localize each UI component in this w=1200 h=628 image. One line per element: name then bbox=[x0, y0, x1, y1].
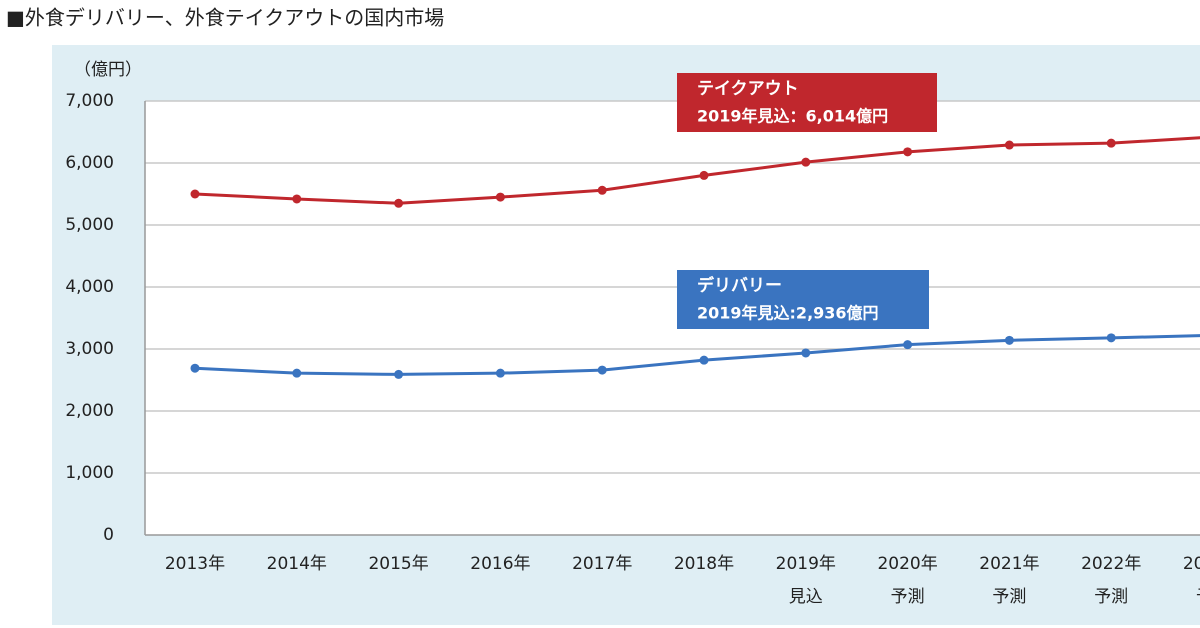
plot-area bbox=[145, 101, 1200, 535]
x-tick-label: 2019年 bbox=[776, 554, 836, 574]
point bbox=[903, 340, 913, 350]
x-tick-label: 2022年 bbox=[1081, 554, 1141, 574]
x-tick-note: 予測 bbox=[1196, 587, 1200, 607]
point bbox=[801, 157, 811, 167]
y-tick-label: 6,000 bbox=[65, 153, 114, 173]
y-tick-label: 3,000 bbox=[65, 339, 114, 359]
point bbox=[495, 368, 505, 378]
point bbox=[190, 189, 200, 199]
point bbox=[1004, 335, 1014, 345]
y-tick-label: 2,000 bbox=[65, 401, 114, 421]
x-tick-label: 2014年 bbox=[267, 554, 327, 574]
x-tick-label: 2016年 bbox=[470, 554, 530, 574]
point bbox=[699, 170, 709, 180]
point bbox=[495, 192, 505, 202]
y-tick-label: 4,000 bbox=[65, 277, 114, 297]
point bbox=[699, 355, 709, 365]
annotation-text: 2019年見込:2,936億円 bbox=[697, 304, 879, 323]
x-tick-label: 2017年 bbox=[572, 554, 632, 574]
y-tick-label: 0 bbox=[103, 525, 114, 545]
x-tick-label: 2023年 bbox=[1183, 554, 1200, 574]
x-tick-note: 予測 bbox=[1094, 587, 1128, 607]
point bbox=[1004, 140, 1014, 150]
point bbox=[394, 198, 404, 208]
point bbox=[801, 348, 811, 358]
point bbox=[190, 363, 200, 373]
point bbox=[292, 194, 302, 204]
x-tick-label: 2013年 bbox=[165, 554, 225, 574]
y-tick-label: 5,000 bbox=[65, 215, 114, 235]
annotation-title: テイクアウト bbox=[697, 79, 799, 99]
x-tick-note: 予測 bbox=[891, 587, 925, 607]
y-tick-label: 7,000 bbox=[65, 91, 114, 111]
point bbox=[1106, 138, 1116, 148]
x-tick-label: 2020年 bbox=[877, 554, 937, 574]
point bbox=[597, 365, 607, 375]
x-tick-label: 2018年 bbox=[674, 554, 734, 574]
point bbox=[292, 368, 302, 378]
annotation-title: デリバリー bbox=[697, 275, 782, 296]
point bbox=[903, 147, 913, 157]
point bbox=[394, 369, 404, 379]
x-tick-note: 予測 bbox=[992, 587, 1026, 607]
x-tick-label: 2015年 bbox=[368, 554, 428, 574]
point bbox=[597, 185, 607, 195]
point bbox=[1106, 333, 1116, 343]
annotation-box bbox=[677, 270, 929, 329]
y-unit: （億円） bbox=[74, 60, 142, 80]
annotation-box bbox=[677, 73, 937, 132]
chart-title: ■外食デリバリー、外食テイクアウトの国内市場 bbox=[6, 6, 444, 30]
x-tick-note: 見込 bbox=[789, 587, 823, 607]
y-tick-label: 1,000 bbox=[65, 463, 114, 483]
annotation-text: 2019年見込：6,014億円 bbox=[697, 107, 888, 126]
x-tick-label: 2021年 bbox=[979, 554, 1039, 574]
